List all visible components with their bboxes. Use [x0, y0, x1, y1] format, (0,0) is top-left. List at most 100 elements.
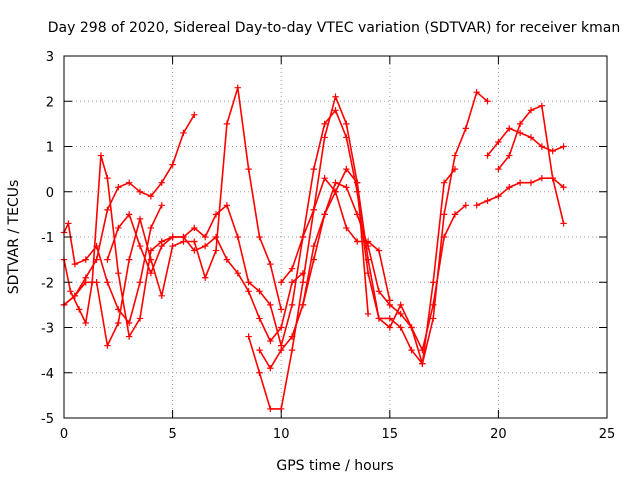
data-point [451, 165, 459, 173]
data-point [549, 147, 556, 155]
data-point [256, 233, 263, 241]
data-point [115, 270, 122, 277]
data-point [65, 220, 72, 227]
data-point [506, 184, 513, 191]
data-point [473, 89, 480, 96]
data-point [136, 188, 144, 195]
data-point [430, 301, 437, 309]
data-point [386, 301, 393, 309]
data-point [516, 179, 524, 186]
data-point [82, 279, 89, 286]
data-point [321, 134, 328, 141]
data-point [440, 233, 448, 241]
data-point [158, 292, 165, 300]
y-tick-label: 0 [46, 186, 54, 201]
data-point [462, 125, 470, 132]
data-point [332, 107, 339, 114]
x-tick-label: 15 [382, 427, 399, 442]
data-series [484, 125, 567, 159]
data-point [375, 315, 383, 322]
y-axis-label: SDTVAR / TECUs [6, 180, 22, 295]
data-point [560, 184, 567, 191]
data-point [93, 279, 100, 286]
data-point [288, 279, 296, 286]
data-point [212, 211, 220, 218]
data-point [408, 324, 415, 331]
data-point [343, 184, 350, 191]
data-point [299, 279, 307, 286]
data-point [267, 260, 274, 268]
chart-title: Day 298 of 2020, Sidereal Day-to-day VTE… [48, 20, 620, 36]
data-point [245, 165, 252, 173]
data-point [158, 242, 165, 250]
data-point [115, 184, 122, 191]
data-point [364, 270, 372, 277]
data-point [310, 165, 317, 173]
data-point [397, 310, 404, 318]
data-point [343, 224, 350, 232]
data-point [125, 333, 133, 340]
y-tick-label: -3 [41, 322, 54, 337]
axis-ticks: 0 5 10 15 20 25 -5 -4 -3 -2 -1 0 1 2 3 [41, 50, 615, 442]
data-point [462, 202, 470, 209]
data-point [527, 107, 535, 114]
data-point [278, 279, 285, 286]
data-point [278, 346, 285, 354]
data-point [180, 233, 187, 241]
data-point [180, 129, 187, 137]
data-point [560, 143, 567, 150]
data-point [473, 202, 480, 209]
y-tick-label: -4 [41, 367, 54, 382]
data-point [527, 134, 535, 141]
data-point [191, 111, 198, 119]
data-series [288, 165, 372, 340]
data-point [440, 179, 448, 186]
data-point [201, 233, 209, 241]
data-point [256, 346, 263, 354]
data-point [267, 405, 274, 413]
data-point [386, 324, 393, 331]
data-point [419, 360, 426, 367]
data-series [169, 233, 307, 345]
data-point [136, 279, 144, 286]
data-point [191, 247, 198, 254]
data-point [201, 242, 209, 250]
data-point [343, 165, 350, 173]
data-point [147, 224, 155, 232]
data-series-line [497, 105, 565, 225]
data-point [256, 315, 263, 322]
data-point [104, 174, 111, 182]
data-point [397, 324, 404, 331]
x-tick-label: 5 [168, 427, 176, 442]
data-point [299, 301, 307, 309]
data-point [430, 315, 437, 322]
data-series-line [258, 181, 467, 370]
data-point [234, 233, 241, 241]
data-series-line [291, 168, 369, 338]
data-point [278, 306, 285, 313]
data-point [97, 152, 105, 159]
data-point [397, 301, 404, 309]
data-point [516, 120, 524, 128]
data-series [60, 111, 198, 309]
data-point [245, 333, 252, 340]
data-point [288, 265, 296, 272]
data-point [71, 260, 79, 268]
data-point [288, 346, 296, 354]
data-point [71, 292, 79, 300]
data-point [191, 224, 198, 232]
data-point [136, 315, 144, 322]
data-point [527, 179, 535, 186]
data-point [516, 129, 524, 137]
data-point [158, 202, 165, 209]
data-point [169, 242, 176, 250]
data-point [310, 206, 317, 214]
data-point [125, 256, 133, 263]
data-point [506, 125, 513, 132]
data-point [245, 279, 252, 286]
data-point [495, 165, 502, 173]
data-series-group [60, 84, 567, 413]
y-tick-label: 3 [46, 50, 54, 65]
data-point [223, 256, 231, 263]
